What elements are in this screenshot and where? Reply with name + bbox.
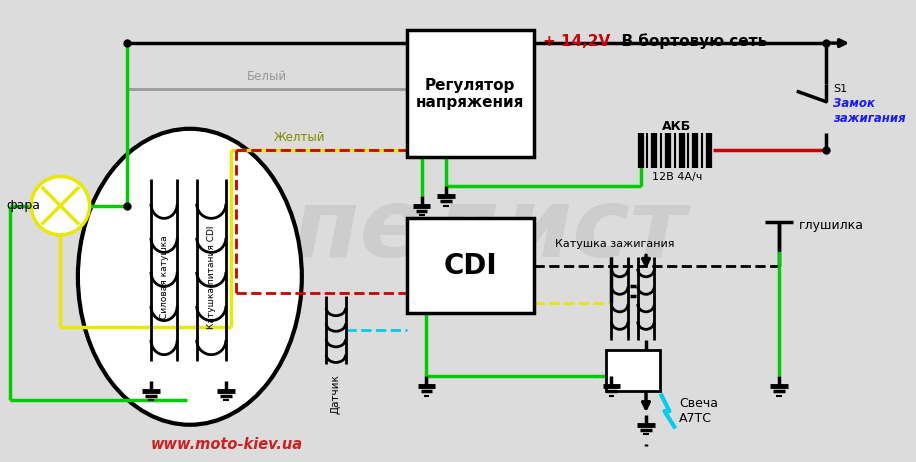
Text: Датчик: Датчик: [331, 374, 341, 414]
Text: Белый: Белый: [246, 70, 287, 83]
Text: www.moto-kiev.ua: www.moto-kiev.ua: [151, 437, 303, 452]
Text: Замок
зажигания: Замок зажигания: [834, 97, 906, 125]
Text: S1: S1: [834, 84, 847, 94]
Text: CDI: CDI: [443, 252, 497, 280]
Circle shape: [31, 176, 90, 235]
Text: фара: фара: [6, 199, 40, 212]
Text: Регулятор
напряжения: Регулятор напряжения: [416, 78, 525, 110]
Text: В бортовую сеть: В бортовую сеть: [612, 33, 768, 49]
Text: Силовая катушка: Силовая катушка: [159, 235, 169, 319]
Text: АКБ: АКБ: [662, 120, 692, 134]
Text: Свеча
А7ТС: Свеча А7ТС: [679, 397, 718, 425]
Text: 12В 4А/ч: 12В 4А/ч: [651, 172, 702, 182]
Text: Катушка питания CDI: Катушка питания CDI: [207, 225, 216, 328]
Text: мопедист: мопедист: [147, 184, 687, 278]
Ellipse shape: [78, 129, 302, 425]
Bar: [605, 350, 660, 391]
Bar: [407, 219, 533, 313]
Bar: [407, 30, 533, 157]
Text: Катушка зажигания: Катушка зажигания: [555, 239, 674, 249]
Text: Желтый: Желтый: [274, 131, 325, 144]
Text: + 14,2V: + 14,2V: [543, 34, 611, 49]
Text: глушилка: глушилка: [799, 219, 864, 231]
